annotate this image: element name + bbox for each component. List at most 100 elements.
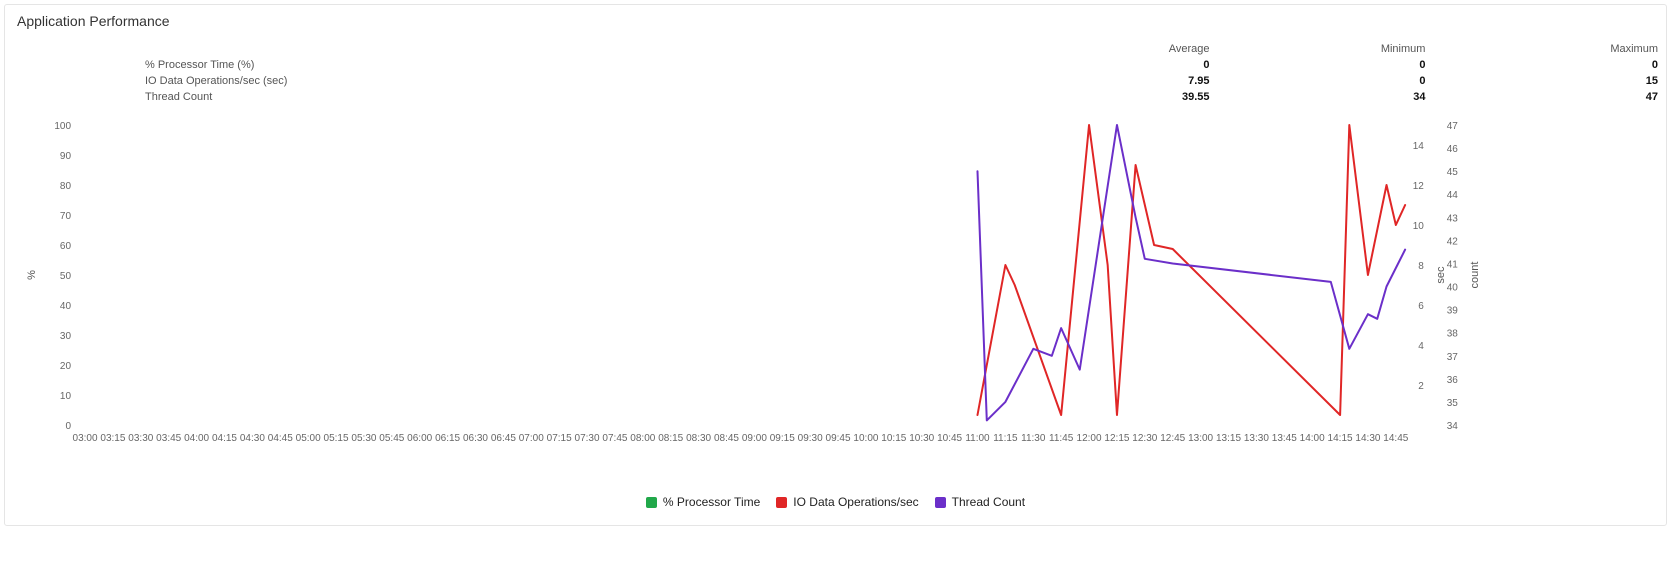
svg-text:10: 10 xyxy=(60,391,72,402)
legend-label: % Processor Time xyxy=(663,495,760,509)
stats-row: Thread Count39.553447 xyxy=(5,89,1666,105)
svg-text:13:45: 13:45 xyxy=(1272,433,1297,444)
series-line[interactable] xyxy=(977,125,1405,415)
svg-text:sec: sec xyxy=(1435,266,1447,284)
svg-text:38: 38 xyxy=(1447,329,1459,340)
svg-text:07:15: 07:15 xyxy=(547,433,572,444)
svg-text:20: 20 xyxy=(60,361,72,372)
legend-item[interactable]: Thread Count xyxy=(935,495,1025,509)
svg-text:14:15: 14:15 xyxy=(1328,433,1353,444)
svg-text:8: 8 xyxy=(1418,261,1424,272)
svg-text:60: 60 xyxy=(60,241,72,252)
svg-text:05:45: 05:45 xyxy=(379,433,404,444)
line-chart[interactable]: 0102030405060708090100%2468101214sec3435… xyxy=(5,105,1666,485)
svg-text:80: 80 xyxy=(60,181,72,192)
svg-text:11:30: 11:30 xyxy=(1021,433,1046,444)
col-minimum: Minimum xyxy=(1218,41,1434,57)
svg-text:14:45: 14:45 xyxy=(1383,433,1408,444)
metric-avg: 39.55 xyxy=(1002,89,1218,105)
svg-text:36: 36 xyxy=(1447,375,1459,386)
svg-text:13:15: 13:15 xyxy=(1216,433,1241,444)
metric-name: Thread Count xyxy=(5,89,1002,105)
metric-min: 0 xyxy=(1218,73,1434,89)
col-metric xyxy=(5,41,1002,57)
svg-text:10:00: 10:00 xyxy=(853,433,878,444)
svg-text:10: 10 xyxy=(1413,221,1425,232)
legend-swatch xyxy=(776,497,787,508)
svg-text:12:45: 12:45 xyxy=(1160,433,1185,444)
svg-text:43: 43 xyxy=(1447,213,1459,224)
svg-text:08:00: 08:00 xyxy=(630,433,655,444)
svg-text:03:45: 03:45 xyxy=(156,433,181,444)
metric-min: 0 xyxy=(1218,57,1434,73)
svg-text:40: 40 xyxy=(60,301,72,312)
svg-text:14: 14 xyxy=(1413,141,1425,152)
svg-text:06:30: 06:30 xyxy=(463,433,488,444)
col-average: Average xyxy=(1002,41,1218,57)
stats-header-row: Average Minimum Maximum xyxy=(5,41,1666,57)
metric-max: 15 xyxy=(1433,73,1666,89)
svg-text:04:30: 04:30 xyxy=(240,433,265,444)
stats-row: % Processor Time (%)000 xyxy=(5,57,1666,73)
svg-text:03:00: 03:00 xyxy=(73,433,98,444)
svg-text:07:45: 07:45 xyxy=(602,433,627,444)
metric-name: IO Data Operations/sec (sec) xyxy=(5,73,1002,89)
svg-text:42: 42 xyxy=(1447,236,1459,247)
svg-text:count: count xyxy=(1469,262,1481,289)
svg-text:13:30: 13:30 xyxy=(1244,433,1269,444)
stats-row: IO Data Operations/sec (sec)7.95015 xyxy=(5,73,1666,89)
svg-text:11:15: 11:15 xyxy=(993,433,1018,444)
chart-area: 0102030405060708090100%2468101214sec3435… xyxy=(5,105,1666,485)
svg-text:2: 2 xyxy=(1418,381,1424,392)
svg-text:37: 37 xyxy=(1447,352,1459,363)
svg-text:0: 0 xyxy=(65,421,71,432)
svg-text:12:30: 12:30 xyxy=(1132,433,1157,444)
panel-title: Application Performance xyxy=(5,5,1666,37)
svg-text:07:00: 07:00 xyxy=(519,433,544,444)
legend-label: Thread Count xyxy=(952,495,1025,509)
svg-text:13:00: 13:00 xyxy=(1188,433,1213,444)
legend-item[interactable]: % Processor Time xyxy=(646,495,760,509)
metric-avg: 7.95 xyxy=(1002,73,1218,89)
svg-text:39: 39 xyxy=(1447,306,1459,317)
svg-text:45: 45 xyxy=(1447,167,1459,178)
svg-text:03:15: 03:15 xyxy=(100,433,125,444)
svg-text:35: 35 xyxy=(1447,398,1459,409)
svg-text:41: 41 xyxy=(1447,259,1459,270)
svg-text:46: 46 xyxy=(1447,144,1459,155)
svg-text:%: % xyxy=(26,270,38,280)
metric-max: 47 xyxy=(1433,89,1666,105)
svg-text:05:00: 05:00 xyxy=(296,433,321,444)
legend-item[interactable]: IO Data Operations/sec xyxy=(776,495,918,509)
svg-text:04:45: 04:45 xyxy=(268,433,293,444)
svg-text:14:30: 14:30 xyxy=(1355,433,1380,444)
svg-text:6: 6 xyxy=(1418,301,1424,312)
svg-text:14:00: 14:00 xyxy=(1300,433,1325,444)
metric-max: 0 xyxy=(1433,57,1666,73)
legend-label: IO Data Operations/sec xyxy=(793,495,918,509)
metric-min: 34 xyxy=(1218,89,1434,105)
svg-text:08:15: 08:15 xyxy=(658,433,683,444)
legend-swatch xyxy=(646,497,657,508)
svg-text:47: 47 xyxy=(1447,121,1459,132)
performance-panel: Application Performance Average Minimum … xyxy=(4,4,1667,526)
svg-text:10:30: 10:30 xyxy=(909,433,934,444)
svg-text:08:30: 08:30 xyxy=(686,433,711,444)
svg-text:09:45: 09:45 xyxy=(826,433,851,444)
legend-swatch xyxy=(935,497,946,508)
col-maximum: Maximum xyxy=(1433,41,1666,57)
svg-text:04:15: 04:15 xyxy=(212,433,237,444)
svg-text:07:30: 07:30 xyxy=(575,433,600,444)
svg-text:06:00: 06:00 xyxy=(407,433,432,444)
chart-legend: % Processor Time IO Data Operations/sec Th… xyxy=(5,485,1666,525)
svg-text:34: 34 xyxy=(1447,421,1459,432)
svg-text:05:15: 05:15 xyxy=(324,433,349,444)
svg-text:10:45: 10:45 xyxy=(937,433,962,444)
svg-text:12: 12 xyxy=(1413,181,1425,192)
svg-text:06:15: 06:15 xyxy=(435,433,460,444)
svg-text:40: 40 xyxy=(1447,283,1459,294)
stats-table: Average Minimum Maximum % Processor Time… xyxy=(5,41,1666,105)
svg-text:06:45: 06:45 xyxy=(491,433,516,444)
metric-name: % Processor Time (%) xyxy=(5,57,1002,73)
svg-text:09:00: 09:00 xyxy=(742,433,767,444)
